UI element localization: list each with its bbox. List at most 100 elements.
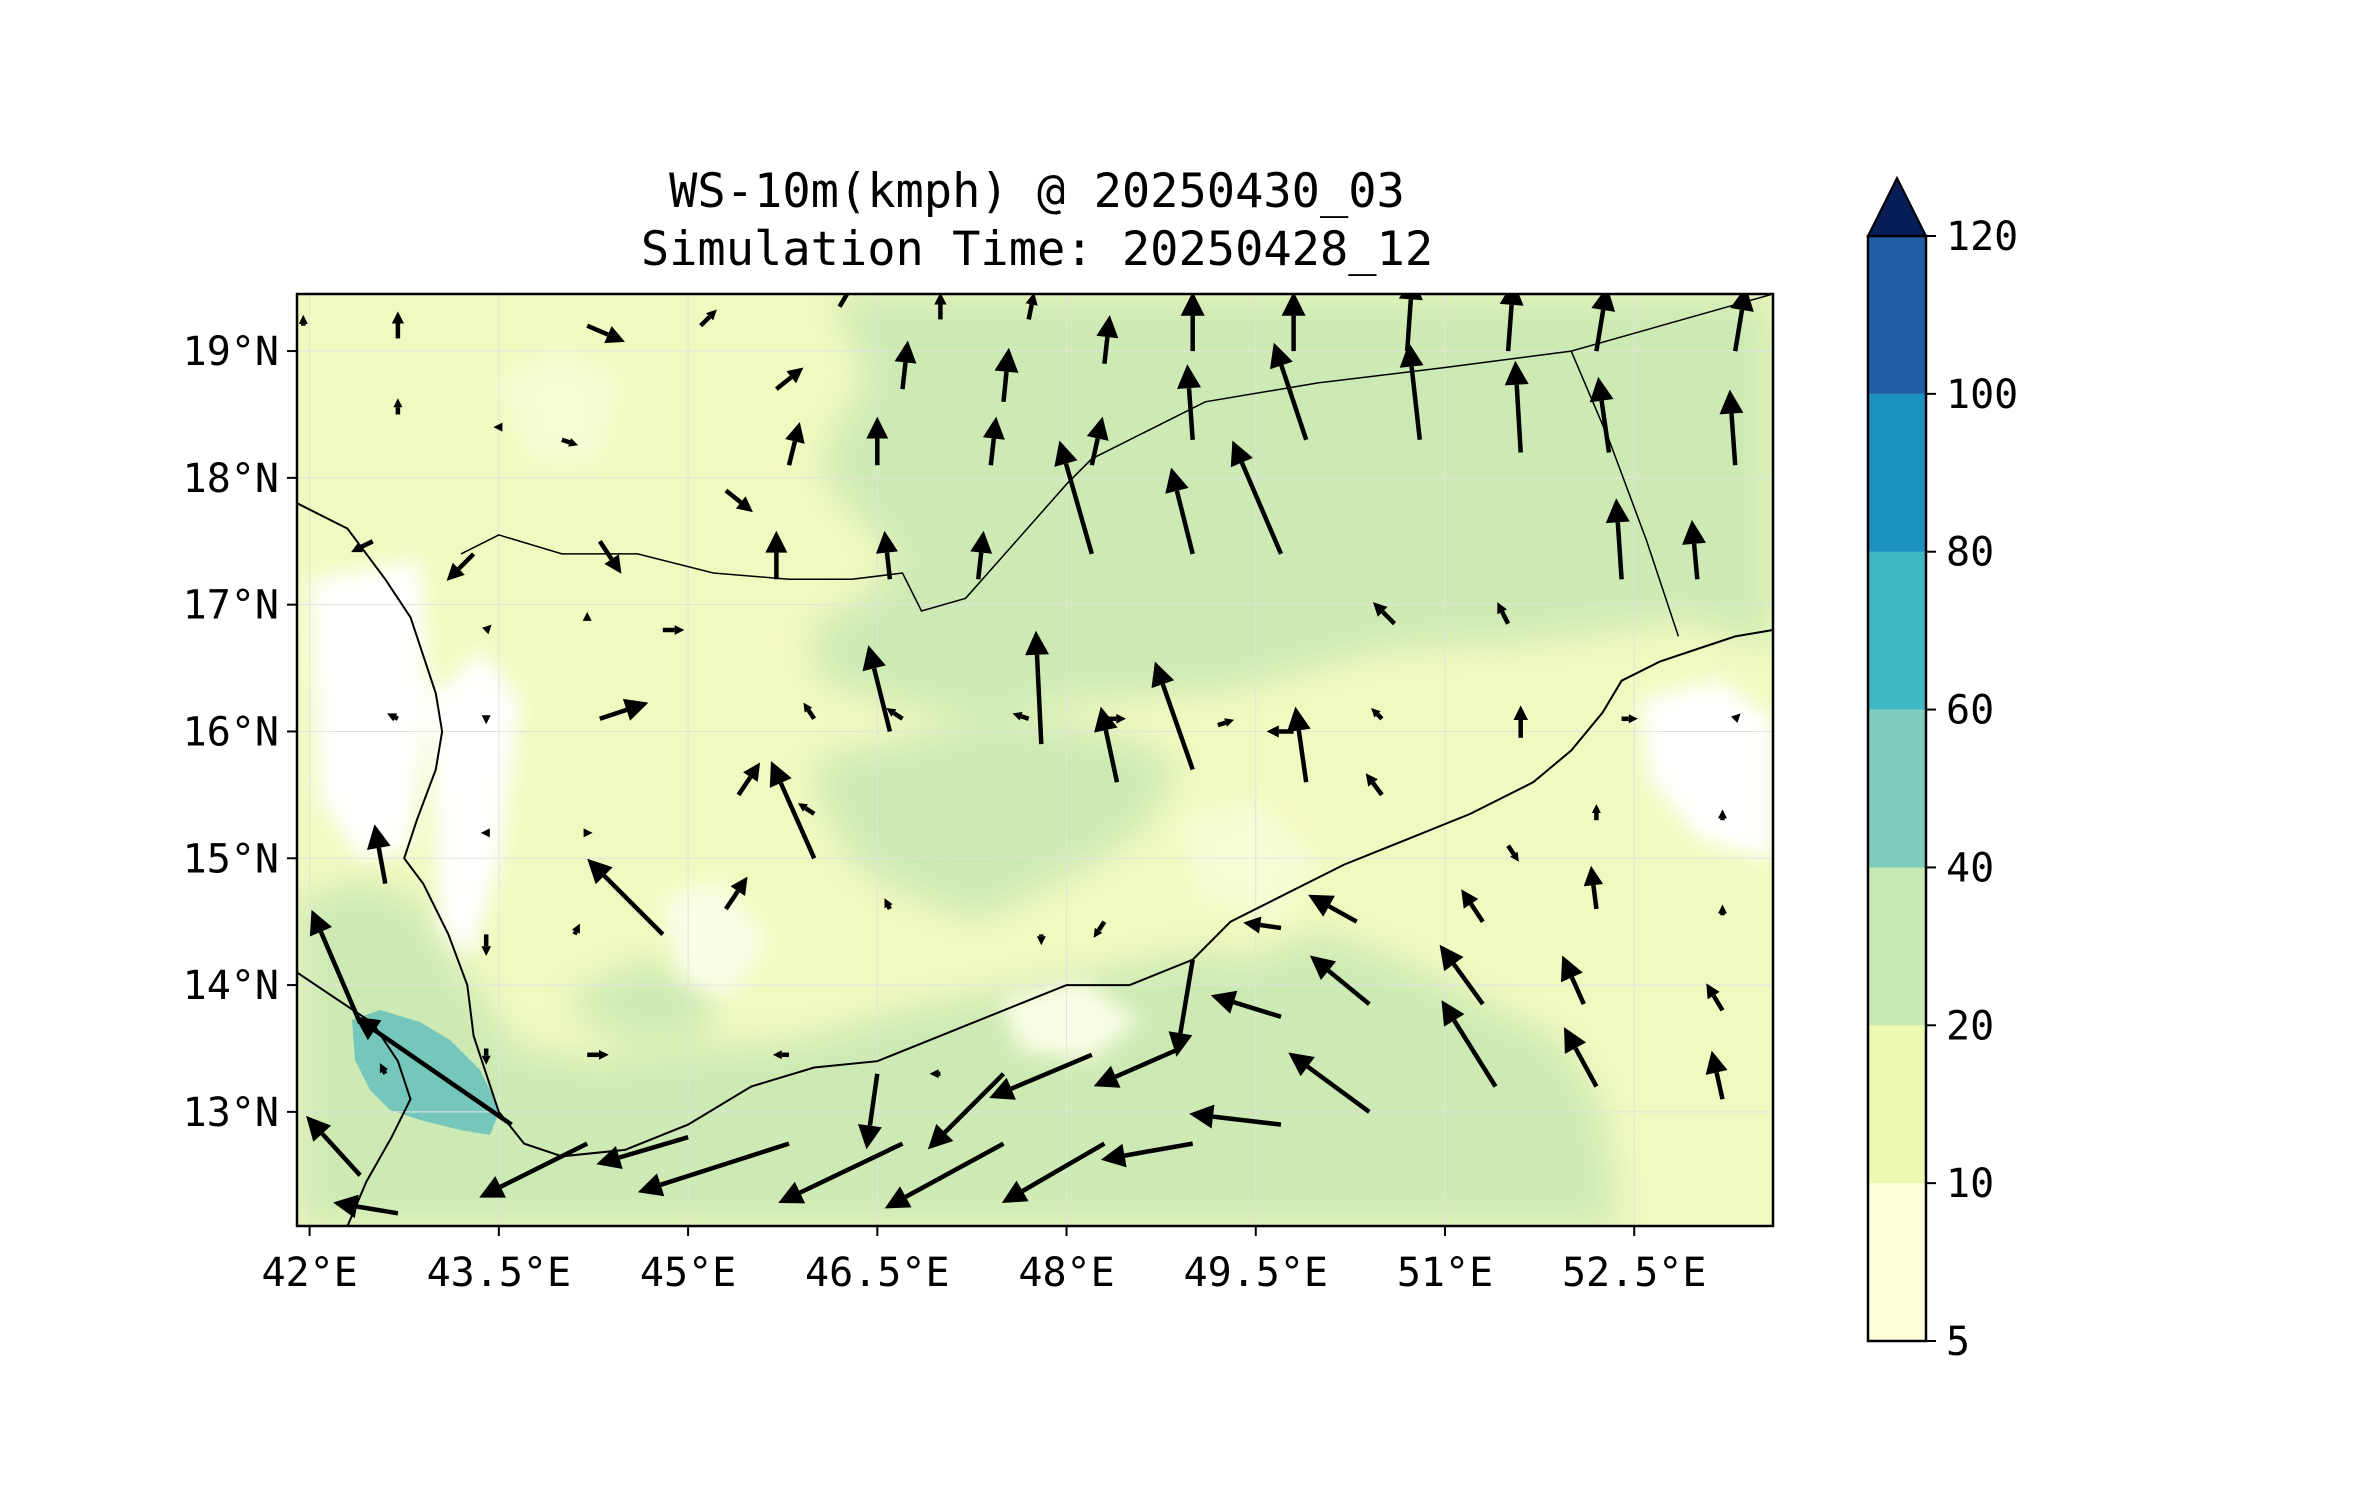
- wind-arrow: [1504, 360, 1529, 453]
- wind-arrow: [583, 828, 593, 838]
- wind-arrow: [1718, 904, 1727, 916]
- wind-arrow: [1719, 389, 1744, 466]
- wind-arrow: [876, 530, 898, 580]
- wind-arrow: [736, 762, 761, 797]
- wind-arrow: [1439, 944, 1485, 1006]
- lat-tick-label: 17°N: [183, 583, 279, 629]
- colorbar-tick-label: 100: [1946, 372, 2018, 418]
- colorbar-tick-label: 10: [1946, 1161, 1994, 1207]
- wind-arrow: [1731, 713, 1741, 723]
- wind-arrow: [1398, 294, 1423, 352]
- wind-arrow: [1230, 440, 1284, 555]
- wind-arrow: [1682, 519, 1706, 580]
- lon-tick-label: 46.5°E: [805, 1250, 950, 1296]
- wind-arrow: [1093, 1046, 1182, 1088]
- colorbar-segment: [1868, 709, 1926, 868]
- wind-arrow: [1217, 718, 1235, 728]
- colorbar-segment: [1868, 551, 1926, 710]
- lon-tick-label: 42°E: [261, 1250, 357, 1296]
- wind-arrow: [596, 1135, 689, 1169]
- wind-arrow: [1096, 315, 1119, 364]
- lon-tick-label: 52.5°E: [1562, 1250, 1707, 1296]
- wind-arrow: [493, 422, 503, 432]
- wind-arrow: [858, 1073, 882, 1150]
- wind-arrow: [587, 858, 665, 936]
- colorbar-tick-label: 80: [1946, 530, 1994, 576]
- wind-arrow: [1281, 294, 1306, 352]
- colorbar: 5 10 20 40 60 80 100 120: [1866, 175, 2018, 1365]
- colorbar-tick-label: 5: [1946, 1319, 1970, 1365]
- wind-arrow: [1286, 706, 1311, 783]
- wind-arrow: [587, 1050, 609, 1060]
- wind-arrow: [1165, 467, 1195, 555]
- wind-arrow: [1151, 661, 1195, 771]
- wind-arrow: [1189, 1104, 1282, 1129]
- wind-arrow: [582, 611, 592, 621]
- wind-arrow: [1210, 990, 1282, 1019]
- wind-arrow: [637, 1141, 790, 1197]
- wind-arrow: [387, 713, 399, 722]
- map-title: WS-10m(kmph) @ 20250430_03: [669, 164, 1405, 219]
- lon-tick-label: 51°E: [1397, 1250, 1493, 1296]
- wind-arrow: [699, 309, 717, 328]
- wind-arrow: [765, 530, 788, 580]
- wind-arrow: [1730, 294, 1754, 352]
- wind-arrow: [481, 934, 492, 956]
- wind-arrow: [597, 540, 622, 574]
- colorbar-segment: [1868, 236, 1926, 394]
- map-frame: [295, 292, 1775, 1228]
- wind-arrow: [1371, 708, 1384, 721]
- wind-arrow: [1591, 804, 1601, 821]
- lat-tick-label: 13°N: [183, 1090, 279, 1136]
- colorbar-segment: [1868, 1025, 1926, 1184]
- wind-arrow: [1266, 725, 1294, 738]
- wind-arrow: [1054, 440, 1094, 555]
- wind-arrow: [481, 1048, 491, 1065]
- wind-arrow: [798, 803, 816, 816]
- lat-tick-label: 16°N: [183, 709, 279, 755]
- wind-arrow: [1706, 983, 1725, 1012]
- lon-tick-label: 48°E: [1018, 1250, 1114, 1296]
- wind-arrow: [929, 1069, 941, 1079]
- map-subtitle: Simulation Time: 20250428_12: [640, 222, 1434, 277]
- lat-tick-label: 14°N: [183, 963, 279, 1009]
- wind-arrow: [982, 416, 1005, 466]
- wind-arrow: [994, 347, 1019, 403]
- wind-arrow: [1025, 630, 1049, 745]
- wind-arrow: [778, 1141, 904, 1204]
- wind-arrow: [1180, 294, 1205, 352]
- wind-arrow: [662, 625, 685, 635]
- wind-arrow: [862, 645, 893, 733]
- wind-arrow: [1036, 934, 1046, 946]
- wind-arrow: [1308, 894, 1358, 924]
- speed-band-20-40: [297, 294, 1773, 1226]
- wind-arrow: [379, 1063, 388, 1075]
- wind-arrow: [351, 539, 374, 553]
- wind-arrow: [1086, 416, 1109, 466]
- lat-tick-label: 18°N: [183, 456, 279, 502]
- wind-arrow: [309, 909, 363, 1024]
- colorbar-tick-label: 40: [1946, 845, 1994, 891]
- wind-arrow: [1012, 712, 1030, 721]
- wind-arrow: [1168, 959, 1195, 1057]
- wind-arrow: [586, 323, 625, 344]
- colorbar-tick-label: 60: [1946, 688, 1994, 734]
- wind-arrow: [774, 367, 804, 391]
- colorbar-frame: [1866, 234, 1928, 1343]
- oman-border: [1570, 350, 1680, 637]
- wind-arrow: [884, 1141, 1005, 1209]
- wind-arrow: [1497, 602, 1511, 625]
- wind-arrow: [866, 416, 889, 466]
- wind-arrow: [1605, 498, 1630, 580]
- wind-arrow: [927, 1072, 1006, 1150]
- wind-arrow: [1461, 889, 1485, 923]
- wind-speed-field: [297, 294, 1773, 1226]
- wind-arrow: [354, 1016, 513, 1127]
- wind-arrow: [479, 1141, 589, 1198]
- wind-arrow: [1621, 714, 1638, 724]
- wind-arrow: [1506, 844, 1519, 862]
- wind-arrow: [1561, 955, 1586, 1006]
- wind-arrow: [298, 314, 308, 326]
